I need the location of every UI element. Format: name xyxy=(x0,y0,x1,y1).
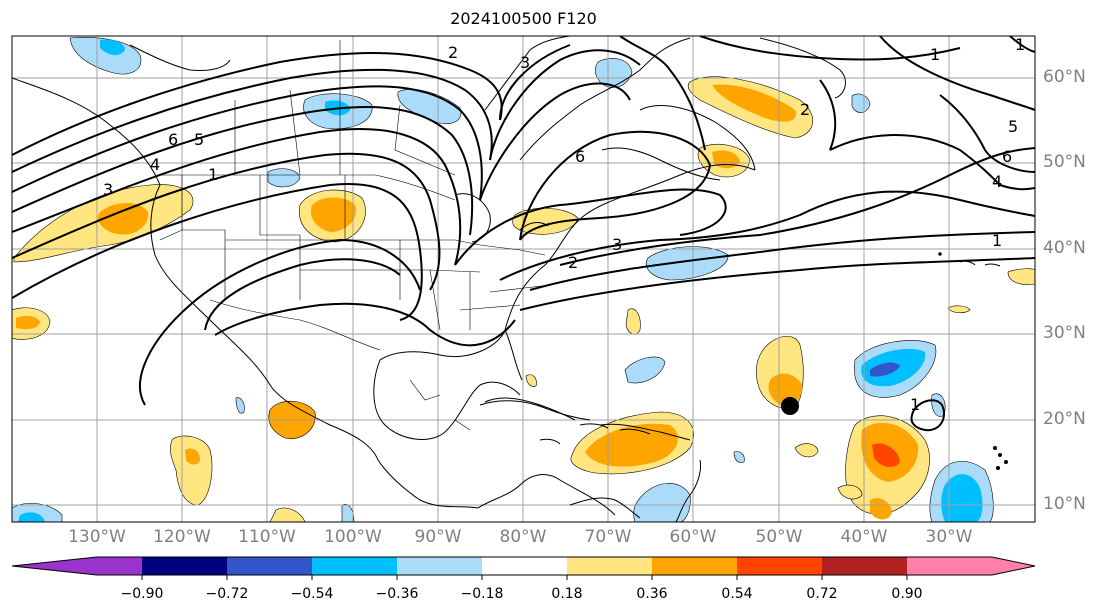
storm-position-marker xyxy=(781,397,799,415)
islands xyxy=(484,252,1008,470)
contour-labels: 6 5 4 3 1 6 2 3 6 4 5 1 2 1 1 1 2 3 xyxy=(103,35,1025,414)
colorbar-bin xyxy=(652,557,737,575)
contour-label: 2 xyxy=(448,43,458,62)
colorbar-tick-label: 0.72 xyxy=(806,586,838,602)
political-borders xyxy=(159,40,551,431)
contour-label: 5 xyxy=(194,130,204,149)
map-frame xyxy=(11,35,1036,523)
colorbar-over-arrow xyxy=(992,557,1035,575)
contour-label: 1 xyxy=(910,395,920,414)
contour-label: 6 xyxy=(168,130,178,149)
contour-label: 5 xyxy=(1008,117,1018,136)
contour-label: 2 xyxy=(800,100,810,119)
lat-label: 20°N xyxy=(1043,409,1086,429)
lon-label: 80°W xyxy=(499,527,547,547)
colorbar-bin xyxy=(567,557,652,575)
contour-label: 2 xyxy=(568,253,578,272)
lon-label: 100°W xyxy=(324,527,382,547)
lon-label: 30°W xyxy=(925,527,973,547)
colorbar-tick-label: −0.18 xyxy=(460,586,504,602)
colorbar-bin xyxy=(227,557,312,575)
colorbar-tick-label: 0.36 xyxy=(636,586,668,602)
colorbar-tick-label: 0.54 xyxy=(721,586,753,602)
contour-label: 6 xyxy=(1002,147,1012,166)
colorbar-tick-label: −0.90 xyxy=(120,586,164,602)
colorbar-tick-label: 0.90 xyxy=(891,586,923,602)
shaded-anomalies xyxy=(12,37,1035,522)
colorbar-tick-label: 0.18 xyxy=(551,586,583,602)
lat-label: 40°N xyxy=(1043,238,1086,258)
colorbar-bin xyxy=(142,557,227,575)
colorbar-tick-label: −0.72 xyxy=(205,586,249,602)
lon-label: 60°W xyxy=(669,527,717,547)
colorbar-bin xyxy=(397,557,482,575)
lon-label: 50°W xyxy=(755,527,803,547)
lon-label: 90°W xyxy=(414,527,462,547)
lon-label: 120°W xyxy=(153,527,211,547)
contour-label: 1 xyxy=(208,165,218,184)
contour-label: 3 xyxy=(612,235,622,254)
lon-label: 130°W xyxy=(68,527,126,547)
lat-label: 30°N xyxy=(1043,323,1086,343)
colorbar-bin xyxy=(312,557,397,575)
colorbar xyxy=(11,556,1036,580)
lat-label: 50°N xyxy=(1043,152,1086,172)
contour-label: 1 xyxy=(992,231,1002,250)
contour-label: 3 xyxy=(520,53,530,72)
colorbar-tick-label: −0.54 xyxy=(290,586,334,602)
colorbar-bin xyxy=(482,557,567,575)
colorbar-bin xyxy=(822,557,907,575)
lat-label: 60°N xyxy=(1043,67,1086,87)
colorbar-bin xyxy=(737,557,822,575)
lon-label: 70°W xyxy=(584,527,632,547)
contour-label: 1 xyxy=(930,45,940,64)
lon-label: 110°W xyxy=(238,527,296,547)
colorbar-bin xyxy=(907,557,992,575)
map-title: 2024100500 F120 xyxy=(450,9,597,28)
contour-label: 6 xyxy=(575,147,585,166)
colorbar-tick-label: −0.36 xyxy=(375,586,419,602)
height-contours xyxy=(12,36,1035,432)
lon-label: 40°W xyxy=(840,527,888,547)
contour-label: 1 xyxy=(1015,35,1025,54)
coastlines xyxy=(12,36,846,522)
colorbar-under-arrow xyxy=(12,557,97,575)
contour-label: 3 xyxy=(103,180,113,199)
lat-label: 10°N xyxy=(1043,494,1086,514)
contour-label: 4 xyxy=(992,172,1002,191)
contour-label: 4 xyxy=(150,155,160,174)
